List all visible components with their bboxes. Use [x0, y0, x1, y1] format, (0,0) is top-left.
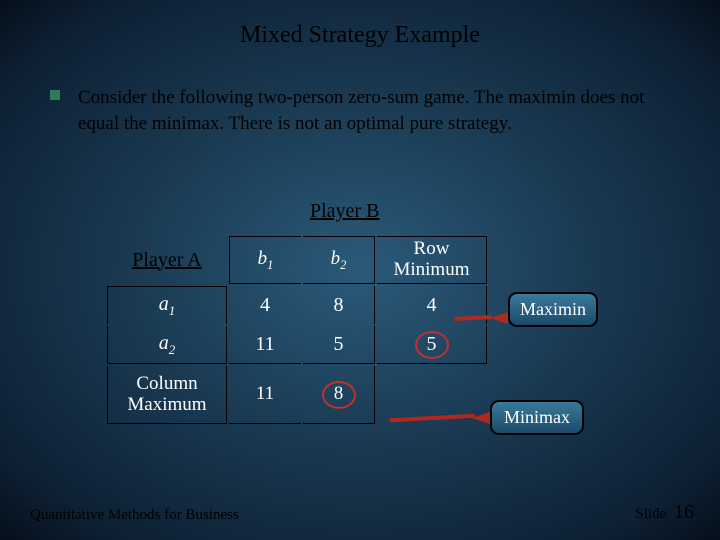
row-a1: a1 — [159, 293, 176, 315]
maximin-circle: 5 — [415, 331, 449, 359]
row-colmax: Column Maximum — [107, 366, 227, 424]
maximin-arrow-head — [490, 312, 508, 324]
col-b1: b1 — [258, 248, 274, 269]
footer-left: Quantitative Methods for Business — [30, 507, 239, 524]
minimax-circle: 8 — [322, 381, 356, 409]
slide-number: 16 — [674, 501, 694, 523]
footer-slide-label: Slide — [635, 506, 666, 522]
slide-title: Mixed Strategy Example — [0, 0, 720, 49]
cell-r3c2: 8 — [303, 366, 375, 424]
minimax-arrow-head — [472, 412, 490, 424]
col-b2: b2 — [331, 248, 347, 269]
player-a-heading: Player A — [132, 249, 201, 271]
payoff-table: Player A b1 b2 Row Minimum a1 4 8 4 a2 1… — [105, 234, 489, 426]
cell-r2c1: 11 — [229, 326, 301, 364]
footer-right: Slide 16 — [635, 501, 694, 524]
body-text: Consider the following two-person zero-s… — [78, 85, 660, 136]
col-rowmin: Row Minimum — [377, 236, 487, 284]
player-b-heading: Player B — [310, 200, 379, 223]
minimax-callout: Minimax — [490, 400, 584, 435]
cell-r2c2: 5 — [303, 326, 375, 364]
cell-r3c1: 11 — [229, 366, 301, 424]
bullet-icon — [50, 90, 60, 100]
row-a2: a2 — [159, 332, 176, 354]
cell-r2c3: 5 — [377, 326, 487, 364]
cell-r1c1: 4 — [229, 286, 301, 324]
maximin-callout: Maximin — [508, 292, 598, 327]
cell-r1c2: 8 — [303, 286, 375, 324]
